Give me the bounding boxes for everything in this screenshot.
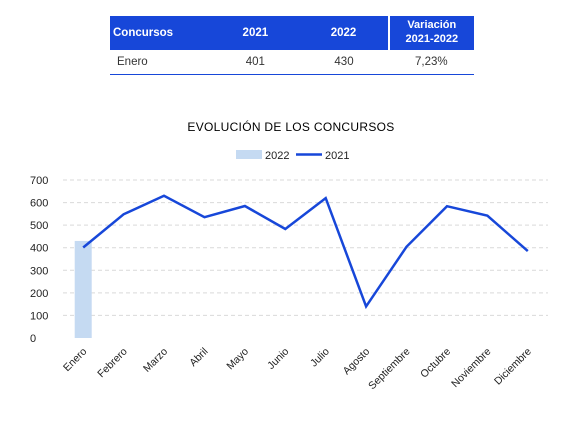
y-tick-label: 200 — [30, 288, 48, 300]
header-variacion-line1: Variación — [407, 19, 457, 32]
line-2021 — [82, 194, 529, 310]
x-tick-label: Junio — [265, 346, 291, 372]
bars-2022 — [74, 240, 92, 338]
y-tick-label: 0 — [30, 333, 36, 345]
row-variation: 7,23% — [388, 50, 474, 75]
x-tick-label: Abril — [187, 346, 210, 369]
header-concursos: Concursos — [110, 16, 212, 50]
chart-legend: 2022 2021 — [236, 150, 349, 162]
series-line-2021 — [82, 194, 529, 310]
y-tick-label: 300 — [30, 265, 48, 277]
table-row: Enero 401 430 7,23% — [110, 50, 474, 75]
legend-swatch-2022 — [236, 150, 262, 159]
bar-2022 — [74, 240, 92, 338]
header-variacion: Variación 2021-2022 — [387, 16, 474, 50]
row-label: Enero — [110, 50, 212, 75]
y-tick-label: 400 — [30, 243, 48, 255]
x-tick-label: Agosto — [341, 346, 373, 378]
chart-title: EVOLUCIÓN DE LOS CONCURSOS — [187, 119, 394, 134]
x-tick-label: Septiembre — [366, 346, 413, 393]
concursos-chart: EVOLUCIÓN DE LOS CONCURSOS 2022 2021 0 10… — [30, 119, 548, 393]
table-header-row: Concursos 2021 2022 Variación 2021-2022 — [110, 16, 474, 50]
grid-lines — [63, 179, 548, 316]
x-tick-label: Febrero — [95, 346, 130, 381]
x-tick-label: Enero — [61, 346, 89, 374]
x-tick-label: Julio — [308, 346, 332, 370]
header-variacion-line2: 2021-2022 — [405, 33, 459, 45]
header-2022: 2022 — [299, 16, 389, 50]
y-tick-label: 600 — [30, 198, 48, 210]
header-2021: 2021 — [211, 16, 300, 50]
x-tick-label: Octubre — [418, 346, 453, 381]
summary-table: Concursos 2021 2022 Variación 2021-2022 … — [110, 16, 474, 75]
x-axis-ticks: Enero Febrero Marzo Abril Mayo Junio Julio Agos… — [61, 346, 534, 393]
y-tick-label: 700 — [30, 175, 48, 187]
legend-label-2022: 2022 — [265, 150, 289, 162]
row-value-2021: 401 — [211, 50, 300, 75]
row-value-2022: 430 — [299, 50, 389, 75]
legend-label-2021: 2021 — [325, 150, 349, 162]
x-tick-label: Noviembre — [449, 346, 493, 390]
x-tick-label: Diciembre — [492, 346, 534, 388]
y-tick-label: 100 — [30, 310, 48, 322]
x-tick-label: Mayo — [224, 346, 251, 373]
x-tick-label: Marzo — [141, 346, 170, 375]
y-axis-ticks: 0 100 200 300 400 500 600 700 — [30, 175, 48, 345]
y-tick-label: 500 — [30, 220, 48, 232]
